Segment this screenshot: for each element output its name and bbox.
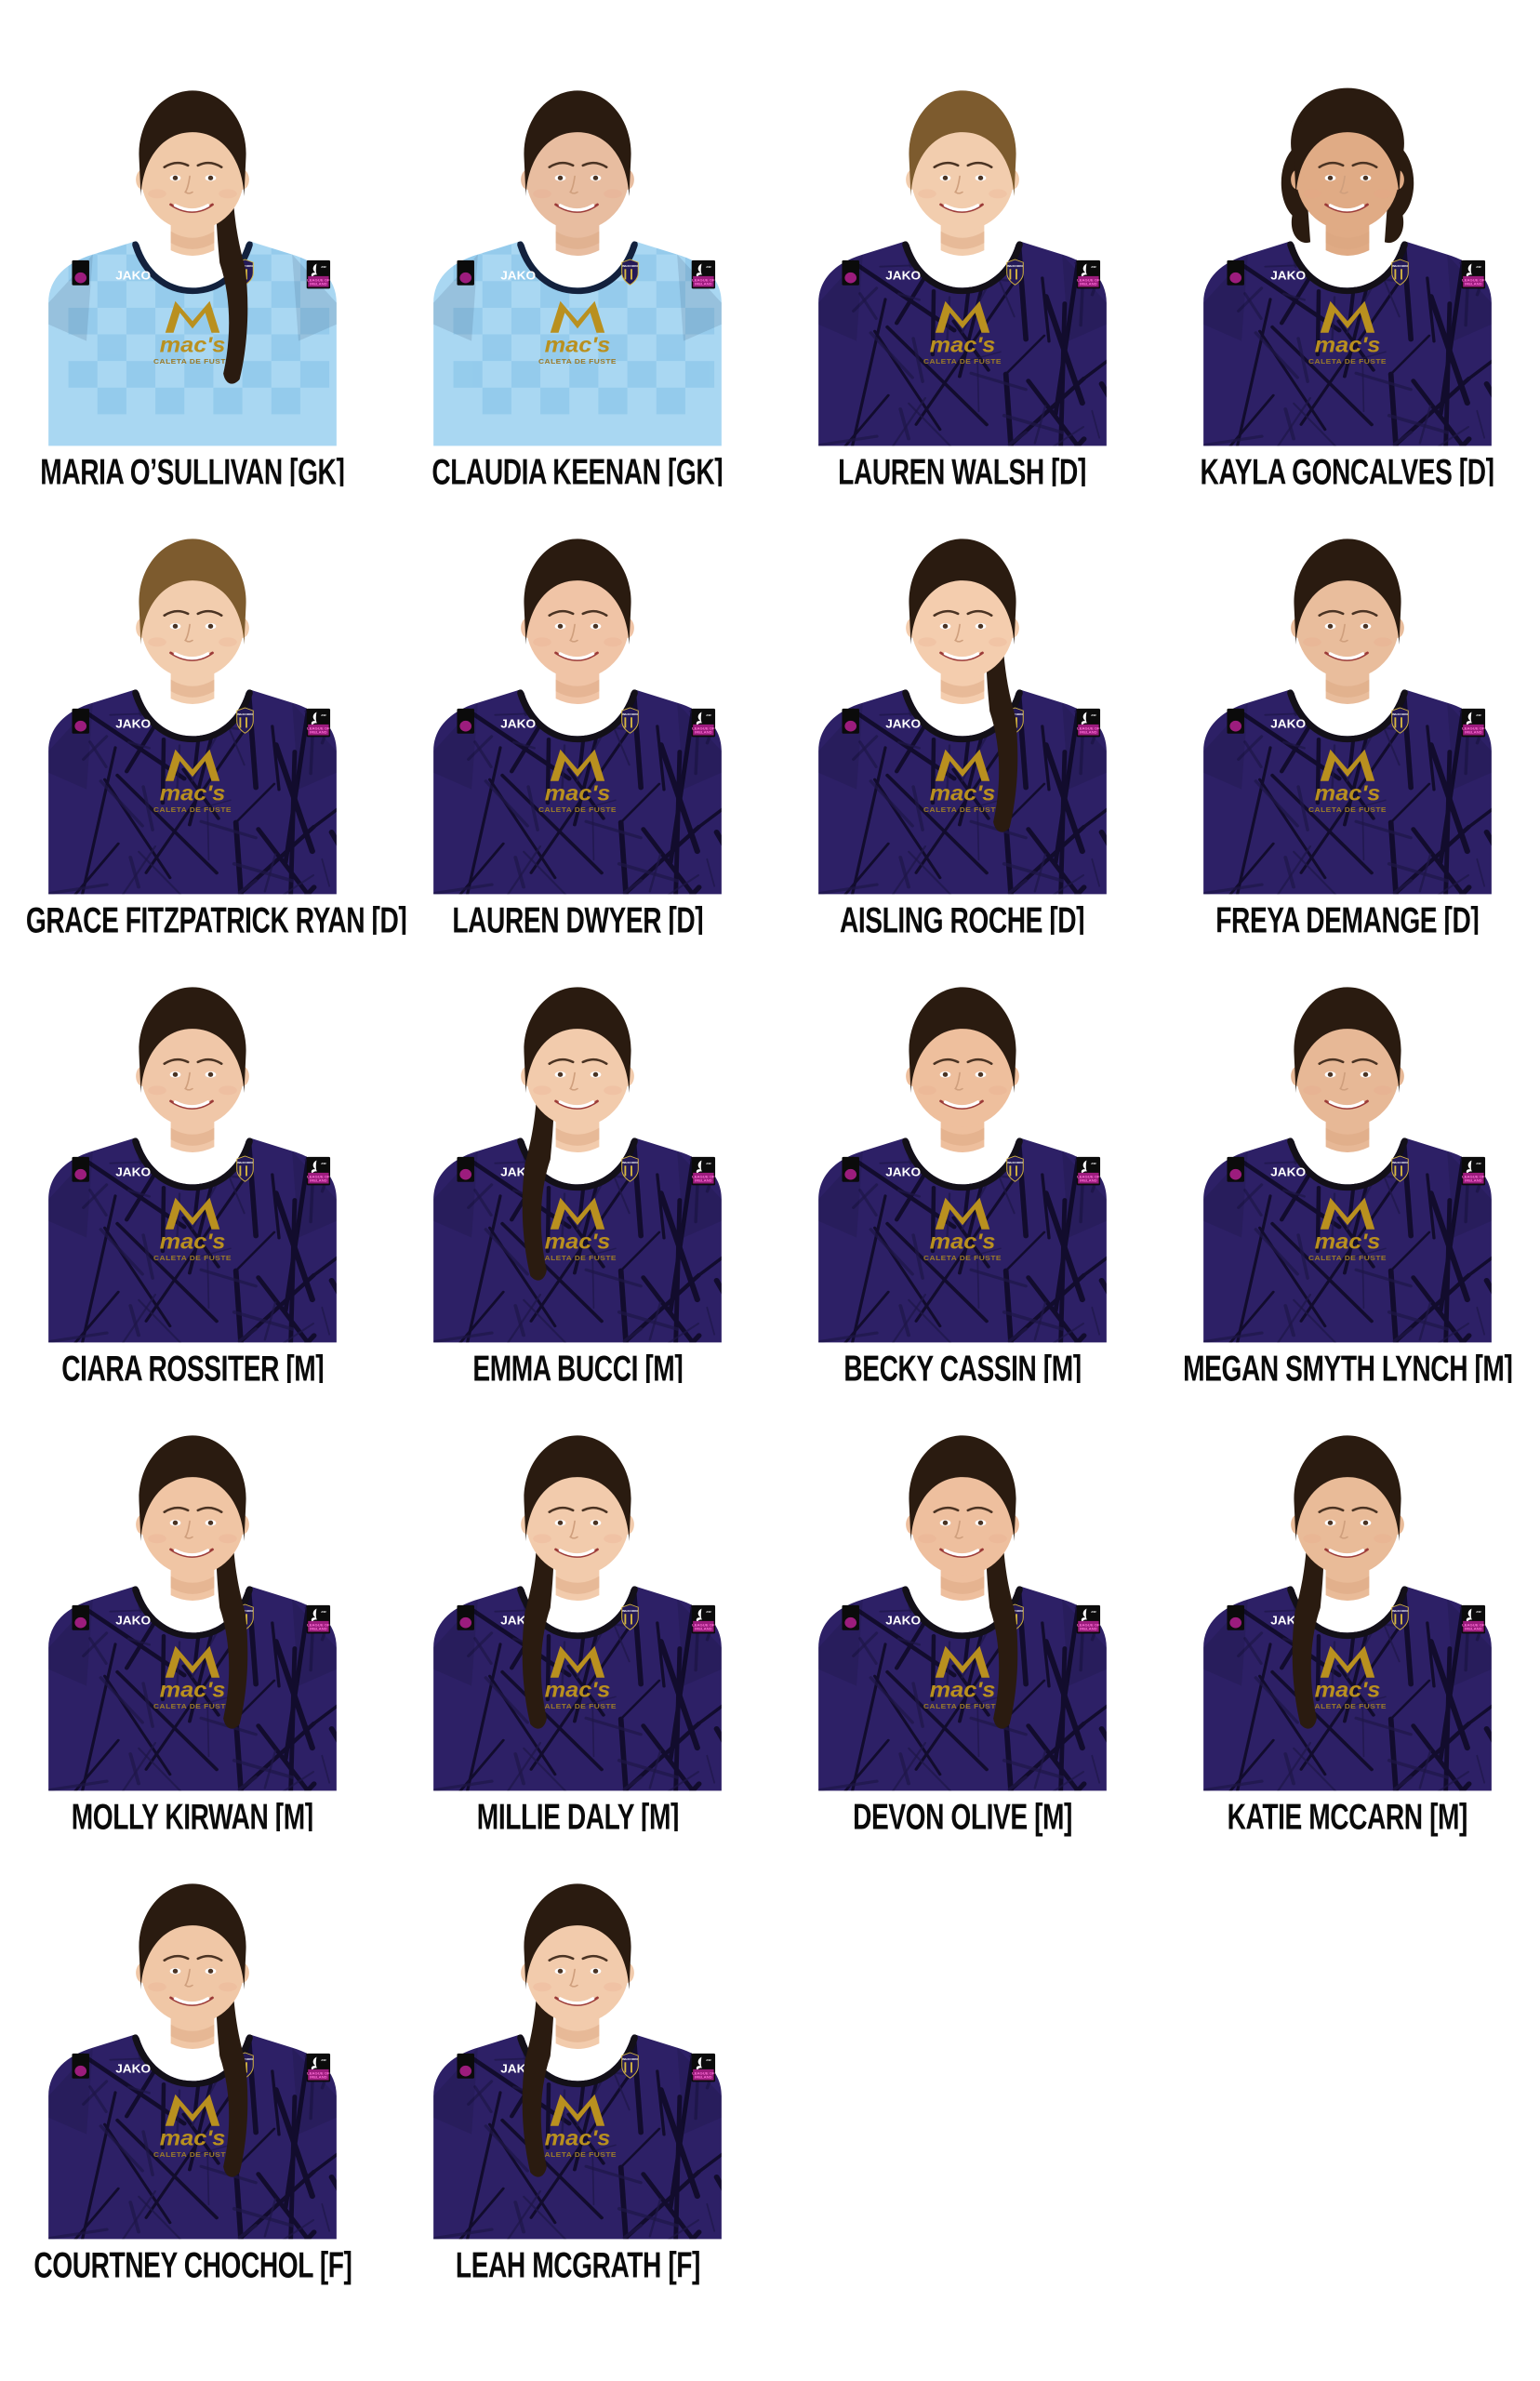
- svg-text:CALETA DE FUSTE: CALETA DE FUSTE: [153, 2150, 232, 2159]
- svg-text:ASF: ASF: [321, 1610, 326, 1614]
- svg-text:mac's: mac's: [160, 1230, 226, 1254]
- svg-text:JAKO: JAKO: [115, 269, 151, 282]
- svg-text:ASF: ASF: [1476, 1610, 1481, 1614]
- svg-text:CALETA DE FUSTE: CALETA DE FUSTE: [153, 357, 232, 366]
- svg-text:mac's: mac's: [160, 2126, 226, 2150]
- svg-text:mac's: mac's: [545, 781, 611, 805]
- svg-text:mac's: mac's: [545, 333, 611, 357]
- svg-text:mac's: mac's: [545, 1678, 611, 1702]
- svg-text:WEXFORD: WEXFORD: [1007, 1161, 1024, 1164]
- svg-text:ASF: ASF: [1091, 265, 1096, 269]
- svg-text:ASF: ASF: [1091, 713, 1096, 717]
- svg-text:ASF: ASF: [706, 1162, 711, 1165]
- svg-text:IRELAND: IRELAND: [1465, 730, 1482, 735]
- svg-text:CALETA DE FUSTE: CALETA DE FUSTE: [1308, 357, 1387, 366]
- svg-text:CALETA DE FUSTE: CALETA DE FUSTE: [153, 1702, 232, 1710]
- svg-text:IRELAND: IRELAND: [1080, 1627, 1097, 1631]
- svg-text:JAKO: JAKO: [885, 717, 921, 730]
- svg-text:WEXFORD: WEXFORD: [1392, 264, 1409, 268]
- svg-text:ASF: ASF: [1476, 713, 1481, 717]
- svg-text:ASF: ASF: [706, 1610, 711, 1614]
- svg-text:IRELAND: IRELAND: [310, 282, 327, 286]
- svg-text:IRELAND: IRELAND: [1465, 1178, 1482, 1183]
- svg-text:mac's: mac's: [160, 781, 226, 805]
- svg-text:CALETA DE FUSTE: CALETA DE FUSTE: [153, 1254, 232, 1262]
- svg-text:WEXFORD: WEXFORD: [622, 1609, 639, 1613]
- svg-text:mac's: mac's: [930, 781, 996, 805]
- svg-text:WEXFORD: WEXFORD: [622, 264, 639, 268]
- svg-text:WEXFORD: WEXFORD: [1392, 1609, 1409, 1613]
- svg-text:CALETA DE FUSTE: CALETA DE FUSTE: [538, 357, 617, 366]
- svg-text:CALETA DE FUSTE: CALETA DE FUSTE: [923, 357, 1002, 366]
- svg-text:CALETA DE FUSTE: CALETA DE FUSTE: [1308, 805, 1387, 814]
- svg-text:CALETA DE FUSTE: CALETA DE FUSTE: [538, 1702, 617, 1710]
- svg-text:mac's: mac's: [930, 1678, 996, 1702]
- svg-text:JAKO: JAKO: [1270, 717, 1306, 730]
- svg-text:WEXFORD: WEXFORD: [1007, 264, 1024, 268]
- svg-text:IRELAND: IRELAND: [1080, 730, 1097, 735]
- svg-text:mac's: mac's: [160, 1678, 226, 1702]
- svg-text:CALETA DE FUSTE: CALETA DE FUSTE: [538, 2150, 617, 2159]
- svg-text:mac's: mac's: [1315, 1678, 1381, 1702]
- svg-text:JAKO: JAKO: [885, 269, 921, 282]
- svg-text:JAKO: JAKO: [1270, 1165, 1306, 1178]
- svg-text:mac's: mac's: [545, 1230, 611, 1254]
- svg-text:WEXFORD: WEXFORD: [622, 2057, 639, 2061]
- svg-text:ASF: ASF: [706, 265, 711, 269]
- svg-text:IRELAND: IRELAND: [695, 730, 712, 735]
- svg-text:ASF: ASF: [1476, 265, 1481, 269]
- svg-text:CALETA DE FUSTE: CALETA DE FUSTE: [1308, 1702, 1387, 1710]
- svg-text:JAKO: JAKO: [115, 717, 151, 730]
- svg-text:ASF: ASF: [321, 265, 326, 269]
- svg-text:IRELAND: IRELAND: [1080, 282, 1097, 286]
- svg-text:ASF: ASF: [1476, 1162, 1481, 1165]
- svg-text:mac's: mac's: [1315, 333, 1381, 357]
- svg-text:CALETA DE FUSTE: CALETA DE FUSTE: [1308, 1254, 1387, 1262]
- svg-text:IRELAND: IRELAND: [1080, 1178, 1097, 1183]
- svg-text:ASF: ASF: [706, 2058, 711, 2062]
- svg-text:JAKO: JAKO: [1270, 269, 1306, 282]
- svg-text:mac's: mac's: [545, 2126, 611, 2150]
- svg-text:CALETA DE FUSTE: CALETA DE FUSTE: [153, 805, 232, 814]
- svg-text:IRELAND: IRELAND: [310, 1627, 327, 1631]
- svg-text:mac's: mac's: [1315, 781, 1381, 805]
- svg-text:mac's: mac's: [160, 333, 226, 357]
- svg-text:IRELAND: IRELAND: [310, 2075, 327, 2080]
- svg-text:WEXFORD: WEXFORD: [237, 1161, 254, 1164]
- svg-text:CALETA DE FUSTE: CALETA DE FUSTE: [538, 805, 617, 814]
- svg-text:WEXFORD: WEXFORD: [1392, 712, 1409, 716]
- svg-text:JAKO: JAKO: [500, 717, 536, 730]
- svg-text:JAKO: JAKO: [885, 1165, 921, 1178]
- svg-text:WEXFORD: WEXFORD: [1392, 1161, 1409, 1164]
- svg-text:CALETA DE FUSTE: CALETA DE FUSTE: [923, 1254, 1002, 1262]
- svg-text:IRELAND: IRELAND: [695, 2075, 712, 2080]
- svg-text:JAKO: JAKO: [115, 1614, 151, 1627]
- svg-text:IRELAND: IRELAND: [310, 730, 327, 735]
- svg-text:ASF: ASF: [1091, 1610, 1096, 1614]
- svg-text:IRELAND: IRELAND: [310, 1178, 327, 1183]
- svg-text:JAKO: JAKO: [115, 2062, 151, 2075]
- svg-text:IRELAND: IRELAND: [695, 1178, 712, 1183]
- svg-text:ASF: ASF: [321, 2058, 326, 2062]
- svg-text:IRELAND: IRELAND: [695, 282, 712, 286]
- svg-text:ASF: ASF: [706, 713, 711, 717]
- svg-text:WEXFORD: WEXFORD: [622, 1161, 639, 1164]
- svg-text:IRELAND: IRELAND: [695, 1627, 712, 1631]
- svg-text:CALETA DE FUSTE: CALETA DE FUSTE: [923, 1702, 1002, 1710]
- svg-text:ASF: ASF: [1091, 1162, 1096, 1165]
- svg-text:IRELAND: IRELAND: [1465, 282, 1482, 286]
- svg-text:CALETA DE FUSTE: CALETA DE FUSTE: [923, 805, 1002, 814]
- svg-text:WEXFORD: WEXFORD: [237, 712, 254, 716]
- svg-text:ASF: ASF: [321, 713, 326, 717]
- svg-text:WEXFORD: WEXFORD: [622, 712, 639, 716]
- svg-text:JAKO: JAKO: [885, 1614, 921, 1627]
- svg-text:JAKO: JAKO: [115, 1165, 151, 1178]
- svg-text:JAKO: JAKO: [500, 269, 536, 282]
- svg-text:CALETA DE FUSTE: CALETA DE FUSTE: [538, 1254, 617, 1262]
- svg-text:IRELAND: IRELAND: [1465, 1627, 1482, 1631]
- svg-text:mac's: mac's: [930, 1230, 996, 1254]
- svg-text:ASF: ASF: [321, 1162, 326, 1165]
- svg-text:mac's: mac's: [1315, 1230, 1381, 1254]
- svg-text:mac's: mac's: [930, 333, 996, 357]
